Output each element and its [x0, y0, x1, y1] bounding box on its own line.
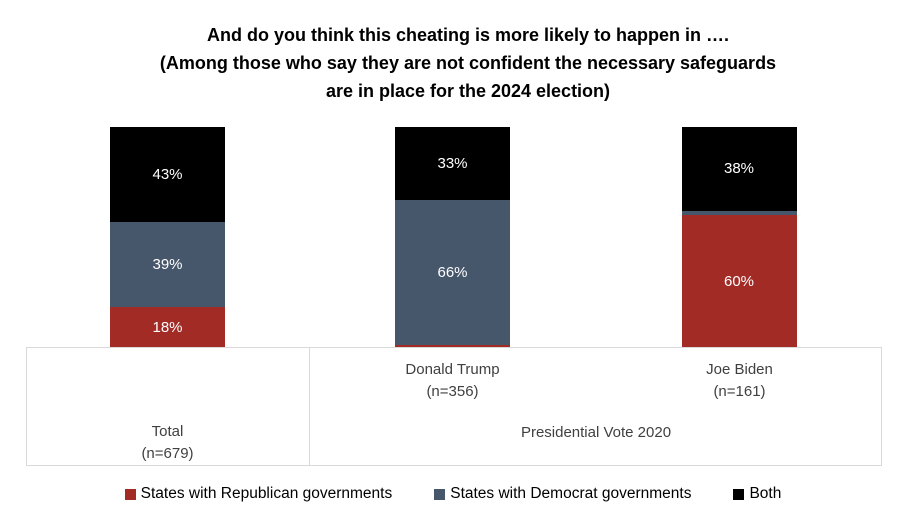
bar-value-label: 66% [437, 263, 468, 281]
category-n: (n=356) [426, 383, 479, 400]
legend-item-democrat: States with Democrat governments [434, 485, 691, 503]
category-name: Donald Trump [405, 361, 500, 378]
chart-title-line-1: And do you think this cheating is more l… [206, 25, 730, 45]
bar-value-label: 33% [437, 154, 468, 172]
category-label-total: Total (n=679) [40, 421, 295, 465]
legend-label-both: Both [749, 485, 782, 502]
legend: States with Republican governments State… [0, 485, 906, 503]
bar-segment: 39% [110, 221, 225, 308]
bar-segment: 38% [681, 127, 797, 211]
bar-segment: 43% [110, 127, 225, 222]
bar-segment: 18% [110, 307, 225, 347]
bar-value-label: 39% [152, 256, 183, 273]
legend-swatch-republican [124, 488, 136, 500]
category-name: Joe Biden [706, 361, 773, 378]
bar-value-label: 43% [152, 165, 183, 183]
group-label-presidential-vote-2020: Presidential Vote 2020 [520, 424, 672, 441]
bar-column: 18% 39% 43% [110, 127, 225, 347]
bar-segment: 60% [681, 215, 797, 347]
legend-swatch-democrat [434, 488, 446, 500]
bar-value-label: 18% [152, 318, 183, 336]
legend-label-democrat: States with Democrat governments [450, 485, 692, 502]
legend-item-republican: States with Republican governments [124, 485, 393, 503]
bar-column: 66% 33% [395, 127, 510, 347]
chart-title-line-2: (Among those who say they are not confid… [159, 53, 777, 73]
bar-value-label: 60% [723, 272, 755, 290]
category-n: (n=679) [141, 445, 194, 462]
bar-segment: 66% [395, 199, 510, 345]
category-axis-box [26, 347, 882, 466]
bar-segment: 33% [395, 127, 510, 200]
legend-item-both: Both [733, 485, 781, 503]
category-name: Total [151, 423, 184, 440]
chart-title: And do you think this cheating is more l… [30, 21, 906, 105]
legend-swatch-both [733, 488, 745, 500]
bar-column: 60% 38% [681, 127, 797, 347]
bar-value-label: 38% [723, 160, 755, 178]
category-label-donald-trump: Donald Trump (n=356) [350, 359, 555, 403]
category-n: (n=161) [713, 383, 766, 400]
legend-label-republican: States with Republican governments [140, 485, 393, 502]
axis-group-divider [309, 348, 310, 465]
category-label-joe-biden: Joe Biden (n=161) [637, 359, 842, 403]
chart-title-line-3: are in place for the 2024 election) [325, 81, 611, 101]
bar-segment [681, 210, 797, 215]
bar-segment [395, 344, 510, 347]
